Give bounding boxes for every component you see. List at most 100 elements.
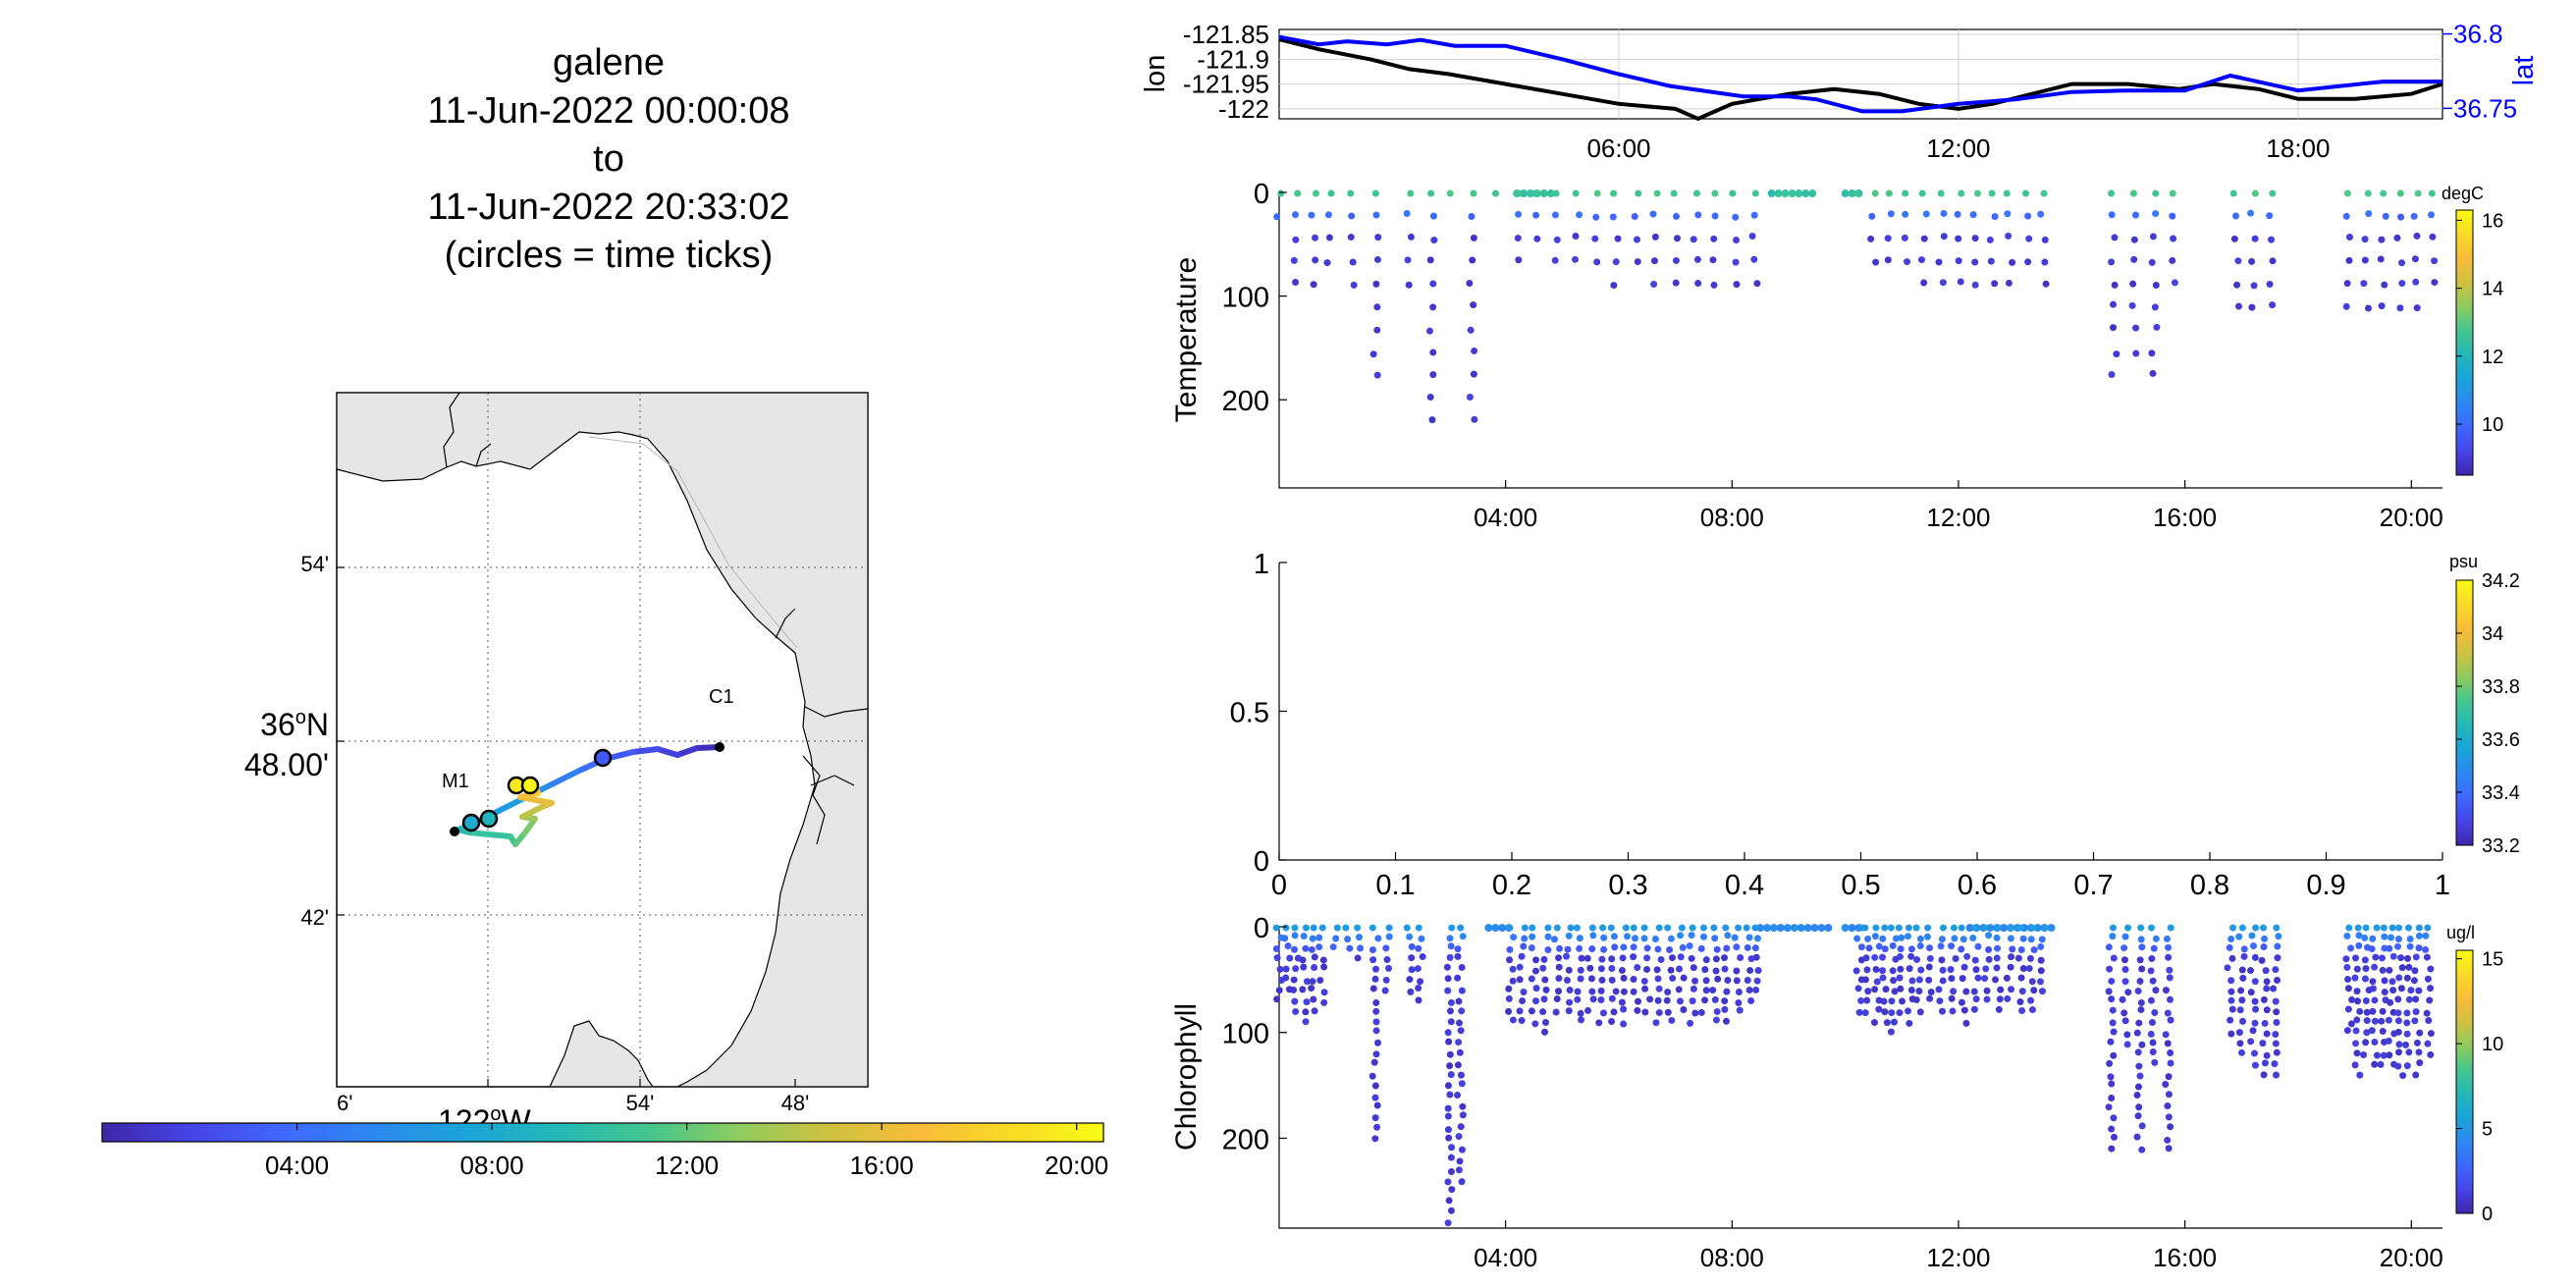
data-point (1896, 953, 1904, 961)
data-point (1348, 212, 1356, 220)
data-point (2249, 942, 2257, 950)
data-point (1991, 213, 1999, 221)
time-colorbar: 04:00 08:00 12:00 16:00 20:00 (101, 1122, 1108, 1180)
data-point (1926, 944, 1934, 952)
data-point (1303, 978, 1311, 986)
data-point (1459, 1111, 1467, 1119)
data-point (2138, 943, 2146, 951)
data-point (1699, 924, 1707, 932)
data-point (1532, 985, 1540, 993)
data-point (1299, 956, 1307, 964)
data-point (1446, 1062, 1454, 1070)
data-point (1677, 953, 1685, 961)
data-point (1539, 964, 1547, 972)
data-point (1677, 932, 1685, 939)
colorbar-tick-label: 08:00 (460, 1151, 524, 1180)
data-point (2251, 1019, 2259, 1027)
data-point (2003, 974, 2011, 982)
data-point (2238, 996, 2246, 1004)
data-point (2238, 1048, 2246, 1056)
data-point (1318, 924, 1326, 932)
data-point (2393, 942, 2401, 950)
data-point (1372, 1050, 1380, 1058)
data-point (1444, 1029, 1452, 1037)
data-point (2110, 1114, 2118, 1122)
data-point (2024, 212, 2032, 220)
data-point (2394, 1017, 2402, 1025)
data-point (1273, 995, 1281, 1003)
data-point (2152, 281, 2160, 289)
data-point (2369, 935, 2377, 942)
track-segment (630, 746, 661, 755)
data-point (1544, 933, 1552, 940)
data-point (1721, 954, 1729, 962)
data-point (1654, 975, 1662, 983)
data-point (2004, 994, 2012, 1002)
data-point (1408, 942, 1416, 950)
data-point (1290, 976, 1298, 984)
data-point (2149, 233, 2157, 241)
data-point (1368, 946, 1376, 954)
data-point (2110, 954, 2118, 962)
data-point (1690, 985, 1697, 993)
data-point (1302, 944, 1310, 952)
data-point (1344, 936, 1352, 943)
data-point (1572, 255, 1580, 263)
data-point (2251, 1061, 2259, 1069)
data-point (1668, 1016, 1676, 1024)
time-tick-circle (461, 813, 481, 832)
data-point (2037, 942, 2045, 950)
data-point (1983, 995, 1991, 1003)
data-point (1608, 955, 1616, 963)
y-tick-label: 0 (1254, 179, 1269, 210)
data-point (1751, 924, 1759, 932)
data-point (1539, 1008, 1547, 1016)
data-point (2412, 953, 2420, 961)
data-point (2030, 987, 2038, 994)
data-point (1588, 924, 1596, 932)
data-point (2026, 954, 2034, 962)
data-point (1935, 258, 1943, 266)
data-point (1745, 934, 1753, 941)
data-point (1905, 1019, 1913, 1027)
data-point (1598, 976, 1606, 984)
data-point (1470, 370, 1477, 378)
data-point (2008, 986, 2015, 993)
data-point (2164, 1009, 2172, 1017)
data-point (2236, 1040, 2244, 1047)
data-point (1506, 945, 1514, 953)
data-point (1383, 956, 1391, 964)
data-point (1374, 234, 1382, 242)
data-point (1654, 945, 1662, 953)
data-point (1619, 954, 1627, 962)
data-point (1655, 985, 1663, 993)
data-point (2371, 963, 2379, 971)
data-point (1651, 935, 1659, 942)
data-point (1457, 1123, 1465, 1131)
data-point (1927, 989, 1935, 996)
data-point (1721, 1005, 1729, 1013)
data-point (1320, 963, 1328, 971)
data-point (2398, 259, 2406, 267)
data-point (2423, 953, 2431, 961)
data-point (1426, 394, 1434, 402)
data-point (1744, 943, 1751, 951)
x-tick-label: 20:00 (2380, 503, 2443, 532)
data-point (1939, 279, 1947, 287)
data-point (2138, 1146, 2146, 1154)
data-point (2412, 1071, 2420, 1079)
data-point (1316, 977, 1324, 985)
data-point (1509, 965, 1517, 973)
data-point (1912, 995, 1920, 1003)
data-point (1958, 945, 1965, 953)
data-point (1630, 953, 1637, 961)
data-point (2273, 924, 2281, 932)
data-point (1382, 944, 1390, 952)
data-point (2396, 189, 2404, 197)
data-point (1448, 1186, 1456, 1194)
data-point (2354, 924, 2362, 932)
x-tick-label: 08:00 (1700, 503, 1764, 532)
data-point (2364, 304, 2372, 312)
data-point (1754, 967, 1762, 975)
data-point (1938, 936, 1946, 943)
